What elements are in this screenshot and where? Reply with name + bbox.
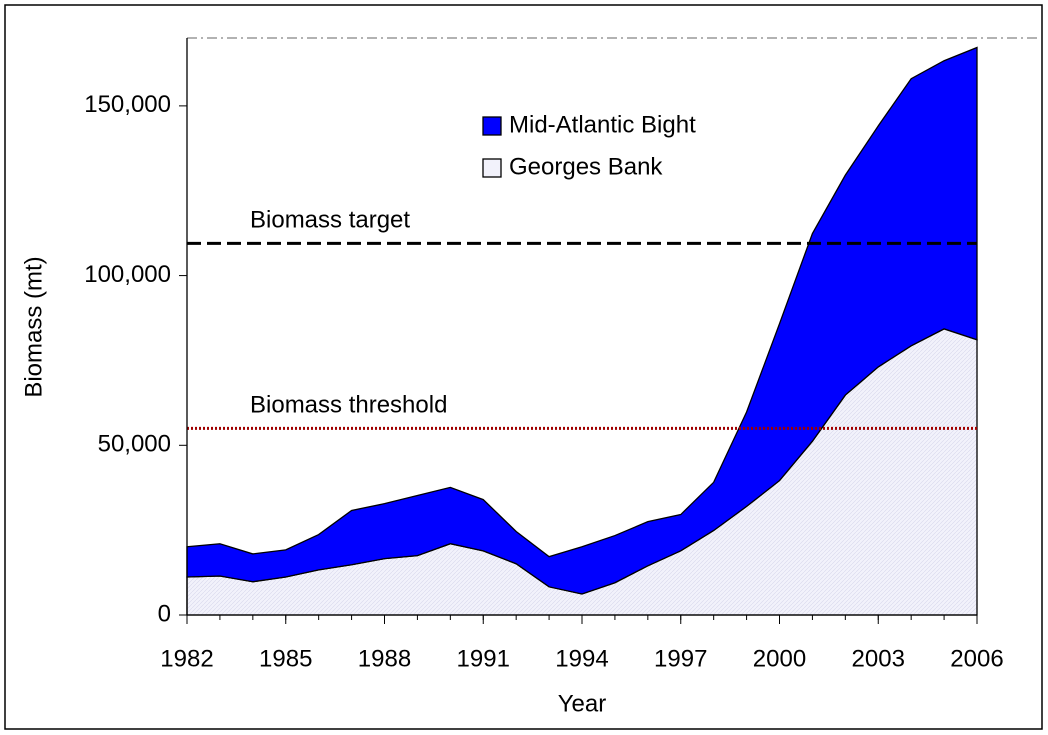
y-tick-label: 50,000	[98, 431, 171, 458]
frame	[4, 4, 1043, 730]
x-tick-label: 1985	[259, 645, 312, 672]
area	[186, 46, 978, 595]
x-tick-label: 2000	[753, 645, 806, 672]
y-tick-label: 100,000	[84, 261, 171, 288]
x-axis-label: Year	[558, 690, 607, 717]
x-tick-label: 2006	[950, 645, 1003, 672]
y-axis-label: Biomass (mt)	[20, 256, 47, 397]
x-tick-label: 1994	[555, 645, 608, 672]
x-tick-label: 1982	[160, 645, 213, 672]
reference-label: Biomass target	[250, 207, 410, 234]
y-tick-label: 0	[158, 600, 171, 627]
legend-label: Mid-Atlantic Bight	[509, 111, 696, 138]
x-tick-label: 2003	[852, 645, 905, 672]
x-tick-label: 1988	[358, 645, 411, 672]
reference-label: Biomass threshold	[250, 392, 447, 419]
y-tick-label: 150,000	[84, 91, 171, 118]
x-tick-label: 1997	[654, 645, 707, 672]
x-tick-label: 1991	[457, 645, 510, 672]
legend-label: Georges Bank	[509, 153, 663, 180]
legend-swatch	[482, 158, 502, 178]
legend-swatch	[482, 116, 502, 136]
